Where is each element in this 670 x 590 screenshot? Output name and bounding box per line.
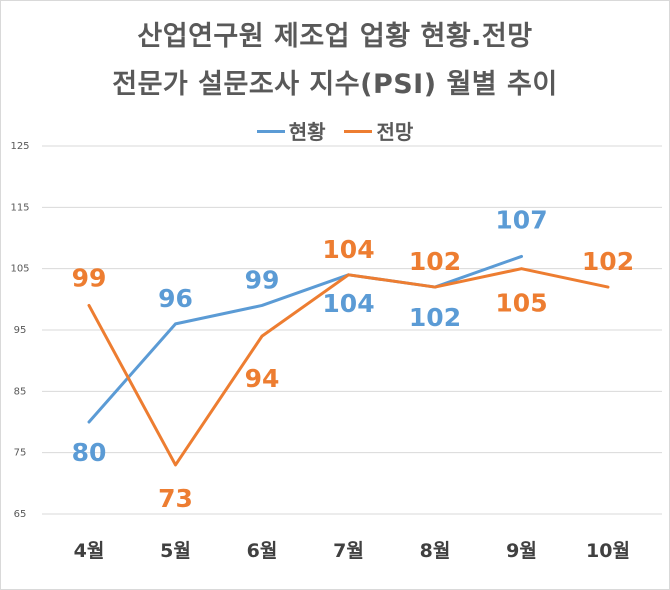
y-tick-label: 115	[10, 202, 29, 213]
legend: 현황 전망	[0, 116, 670, 145]
legend-item-series-1: 현황	[256, 116, 326, 145]
data-label-series-2: 104	[322, 235, 374, 264]
data-label-series-1: 104	[322, 289, 374, 318]
x-tick-label: 5월	[160, 540, 191, 562]
data-label-series-2: 73	[158, 484, 193, 513]
y-tick-label: 75	[14, 448, 27, 459]
series-line-1	[87, 254, 523, 424]
data-label-series-2: 94	[245, 364, 280, 393]
x-tick-label: 4월	[74, 540, 105, 562]
legend-label-series-1: 현황	[288, 120, 326, 144]
x-tick-label: 8월	[420, 540, 451, 562]
data-label-series-2: 105	[495, 289, 547, 318]
chart-subtitle: 전문가 설문조사 지수(PSI) 월별 추이	[112, 69, 558, 100]
legend-swatch-series-2	[344, 130, 373, 133]
data-label-series-1: 96	[158, 284, 193, 313]
data-label-series-2: 99	[72, 263, 107, 292]
data-label-series-2: 102	[582, 247, 634, 276]
legend-item-series-2: 전망	[344, 116, 413, 145]
series-line-2	[87, 267, 610, 467]
data-label-series-2: 102	[409, 247, 461, 276]
y-tick-label: 125	[10, 141, 29, 152]
data-label-series-1: 102	[409, 303, 461, 332]
chart-title: 산업연구원 제조업 업황 현황.전망	[137, 21, 533, 52]
x-tick-label: 9월	[506, 540, 537, 562]
legend-label-series-2: 전망	[376, 120, 414, 144]
x-tick-label: 6월	[247, 540, 278, 562]
data-label-series-1: 107	[495, 205, 547, 234]
y-tick-label: 105	[10, 264, 29, 275]
y-tick-label: 85	[14, 386, 27, 397]
y-tick-label: 65	[14, 509, 27, 520]
data-label-series-1: 99	[245, 265, 280, 294]
x-tick-label: 7월	[333, 540, 364, 562]
data-label-series-1: 80	[72, 438, 107, 467]
legend-swatch-series-1	[256, 130, 285, 133]
x-tick-label: 10월	[586, 540, 630, 562]
y-tick-label: 95	[14, 325, 27, 336]
